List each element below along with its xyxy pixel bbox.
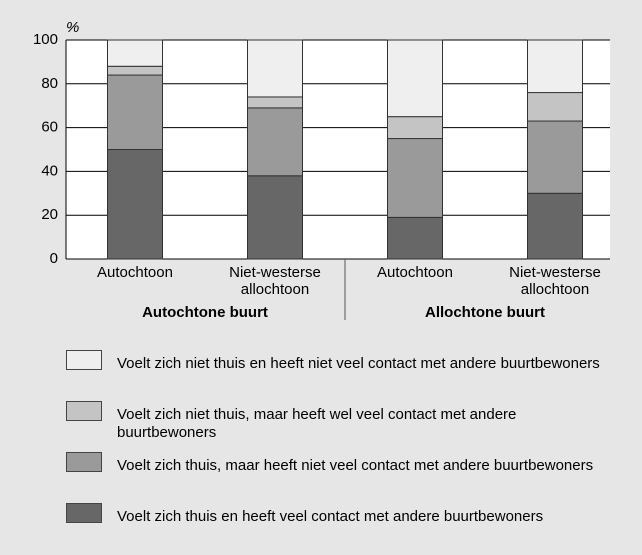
y-tick-label: 80 [41,75,58,92]
legend-swatch [66,503,102,523]
bar-segment [387,116,443,140]
bar-segment [387,39,443,118]
legend-label: Voelt zich niet thuis, maar heeft wel ve… [117,406,517,441]
group-label: Allochtone buurt [425,304,545,321]
y-tick-label: 40 [41,162,58,179]
legend-swatch [66,401,102,421]
group-label: Autochtone buurt [142,304,268,321]
x-tick-label: Autochtoon [97,264,173,281]
bar-segment [527,120,583,194]
bar-segment [387,138,443,218]
y-tick-label: 60 [41,119,58,136]
bar-segment [247,175,303,260]
y-tick-label: 0 [50,250,58,267]
x-tick-label: Autochtoon [377,264,453,281]
y-tick-label: 20 [41,206,58,223]
bar-segment [387,216,443,260]
bar-segment [527,192,583,260]
legend-label: Voelt zich niet thuis en heeft niet veel… [117,355,600,372]
bar-segment [527,92,583,122]
y-tick-label: 100 [33,31,58,48]
bar-segment [107,74,163,150]
bar-segment [107,149,163,260]
bar-segment [247,39,303,98]
legend-swatch [66,350,102,370]
bar-segment [247,107,303,177]
bar-segment [247,96,303,109]
legend-swatch [66,452,102,472]
x-tick-label: Niet-westerse allochtoon [229,264,321,298]
x-tick-label: Niet-westerse allochtoon [509,264,601,298]
bar-segment [107,39,163,67]
bar-segment [107,65,163,76]
bar-segment [527,39,583,94]
y-unit: % [66,19,79,36]
legend-label: Voelt zich thuis en heeft veel contact m… [117,508,544,525]
legend-label: Voelt zich thuis, maar heeft niet veel c… [117,457,594,474]
